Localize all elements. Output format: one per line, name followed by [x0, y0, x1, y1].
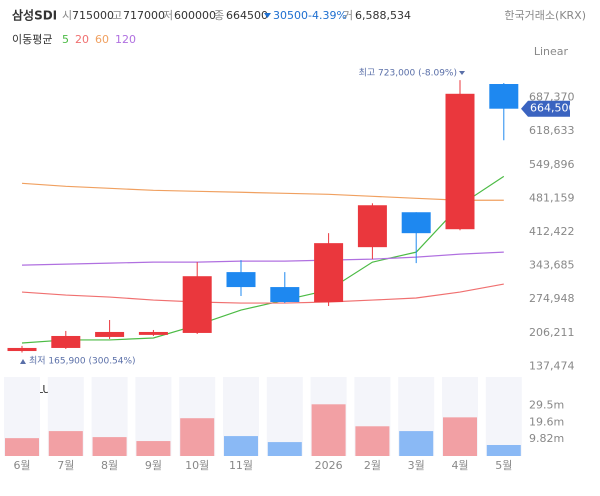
moving-average — [21, 175, 505, 344]
price-tag — [521, 100, 570, 117]
x-tick-label: 4월 — [451, 459, 468, 472]
candle-body — [401, 212, 431, 234]
y-tick-label: 412,422 — [529, 225, 575, 238]
volume-column-bg — [485, 377, 522, 456]
candle-body — [182, 276, 212, 333]
y-tick-label: 618,633 — [529, 124, 575, 137]
volume-bar — [486, 445, 521, 456]
y-tick-label: 274,948 — [529, 292, 575, 305]
y-tick-label: 206,211 — [529, 326, 575, 339]
volume-bar — [5, 438, 39, 456]
down-arrow-icon — [264, 13, 271, 18]
header-value: 715000 — [72, 9, 114, 22]
volume-bar — [355, 426, 390, 456]
y-tick-label: 549,896 — [529, 158, 575, 171]
header-value: 717000 — [123, 9, 165, 22]
moving-average — [21, 251, 504, 266]
x-tick-label: 10월 — [185, 459, 209, 472]
candle-body — [51, 335, 81, 348]
ma-title: 이동평균 — [12, 33, 52, 46]
x-tick-label: 9월 — [145, 459, 162, 472]
candle-body — [357, 205, 387, 248]
volume-bar — [311, 404, 346, 456]
y-tick-label: 343,685 — [529, 259, 575, 272]
volume-bar — [399, 431, 434, 456]
volume-tick-label: 19.6m — [529, 415, 564, 428]
header-key: 고 — [112, 9, 122, 22]
volume-key: 거 — [343, 9, 353, 22]
y-tick-label: 481,159 — [529, 191, 575, 204]
legend-entry: 5 — [62, 33, 69, 46]
x-tick-label: 8월 — [101, 459, 118, 472]
volume-bar — [180, 418, 215, 456]
volume-tick-label: 9.82m — [529, 432, 564, 445]
moving-average — [21, 283, 504, 304]
volume-tick-label: 29.5m — [529, 398, 564, 411]
change: 30500 — [273, 9, 308, 22]
volume-bar — [267, 442, 302, 456]
candle-body — [226, 272, 256, 288]
low-annotation: 최저 165,900 (300.54%) — [29, 356, 136, 367]
low-marker — [20, 359, 26, 364]
volume-bar — [92, 437, 127, 456]
x-tick-label: 11월 — [229, 459, 253, 472]
volume-bar — [224, 436, 258, 456]
candle-body — [7, 347, 37, 352]
volume-bar — [443, 417, 477, 456]
x-tick-label: 6월 — [13, 459, 30, 472]
exchange: 한국거래소(KRX) — [504, 9, 586, 22]
header-key: 저 — [163, 9, 173, 22]
header-key: 시 — [62, 9, 72, 22]
header-value: 664500 — [226, 9, 268, 22]
stock-name: 삼성SDI — [12, 8, 57, 23]
candle-body — [95, 331, 125, 337]
volume-value: 6,588,534 — [355, 9, 411, 22]
legend-entry: 20 — [75, 33, 89, 46]
candle-body — [445, 93, 475, 230]
price-tag-label: 664,500 — [530, 102, 576, 115]
candle-body — [138, 331, 168, 335]
candle-body — [314, 243, 344, 303]
moving-average — [21, 182, 504, 201]
y-tick-label: 137,474 — [529, 359, 575, 372]
x-tick-label: 3월 — [408, 459, 425, 472]
legend-entry: 120 — [115, 33, 136, 46]
header-value: 600000 — [174, 9, 216, 22]
candle-body — [489, 84, 519, 109]
scale-label: Linear — [534, 45, 569, 58]
candle-body — [270, 287, 300, 303]
change-pct: -4.39% — [308, 9, 347, 22]
x-tick-label: 7월 — [57, 459, 74, 472]
x-tick-label: 2026 — [315, 459, 343, 472]
header-key: 종 — [214, 9, 224, 22]
x-tick-label: 2월 — [364, 459, 381, 472]
y-tick-label: 687,370 — [529, 91, 575, 104]
legend-entry: 60 — [95, 33, 109, 46]
high-marker — [459, 71, 465, 75]
volume-bar — [136, 441, 171, 456]
high-annotation: 최고 723,000 (-8.09%) — [359, 68, 457, 79]
x-tick-label: 5월 — [495, 459, 512, 472]
volume-bar — [48, 431, 83, 456]
